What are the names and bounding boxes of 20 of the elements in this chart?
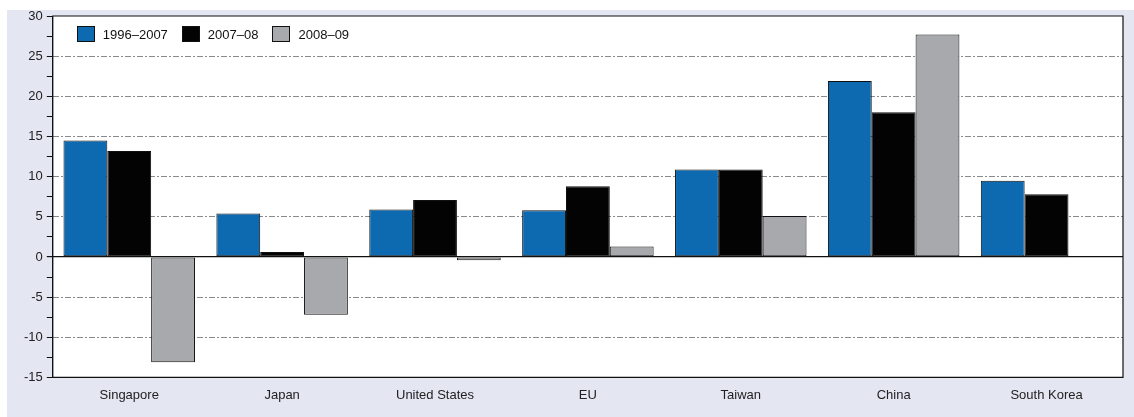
y-tick-label: 0 [35, 248, 43, 264]
y-tick-label: -10 [23, 328, 43, 344]
x-tick-label: China [876, 386, 912, 402]
x-tick-label: South Korea [1010, 386, 1084, 402]
x-tick-label: EU [578, 386, 597, 402]
x-tick-label: United States [395, 386, 475, 402]
y-tick-label: 10 [28, 168, 43, 184]
y-tick-label: 5 [35, 208, 43, 224]
x-tick-label: Singapore [99, 386, 159, 402]
y-tick-label: -15 [23, 368, 43, 384]
x-tick-label: Taiwan [720, 386, 762, 402]
y-tick-label: 20 [28, 87, 43, 103]
y-tick-label: 15 [28, 128, 43, 144]
x-tick-label: Japan [264, 386, 300, 402]
legend-label: 1996–2007 [102, 26, 168, 42]
y-tick-label: -5 [31, 288, 43, 304]
legend-label: 2007–08 [207, 26, 259, 42]
y-tick-label: 25 [28, 47, 43, 63]
legend-label: 2008–09 [298, 26, 350, 42]
y-tick-label: 30 [28, 7, 43, 23]
